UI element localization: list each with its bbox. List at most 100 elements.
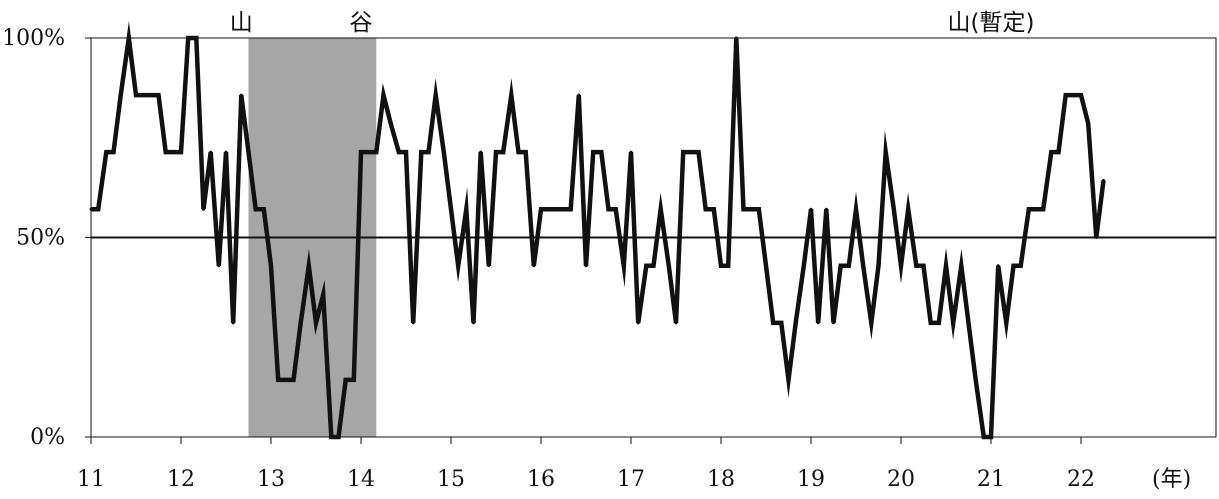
- data-point: [141, 93, 145, 97]
- data-point: [546, 207, 550, 211]
- data-point: [771, 321, 775, 325]
- y-tick-label: 50%: [16, 226, 65, 251]
- data-point: [802, 264, 806, 268]
- data-point: [681, 150, 685, 154]
- data-point: [1004, 321, 1008, 325]
- data-point: [1086, 121, 1090, 125]
- x-tick-label: 12: [167, 467, 195, 492]
- data-point: [1012, 264, 1015, 268]
- data-point: [899, 264, 903, 268]
- x-tick-label: 20: [887, 467, 915, 492]
- data-point: [314, 321, 318, 325]
- data-point: [449, 207, 453, 211]
- data-point: [157, 93, 160, 97]
- data-point: [764, 264, 768, 268]
- data-point: [119, 93, 123, 97]
- data-point: [674, 321, 678, 325]
- data-point: [599, 150, 603, 154]
- data-point: [659, 207, 663, 211]
- data-point: [906, 207, 910, 211]
- data-point: [134, 93, 138, 97]
- data-point: [344, 378, 348, 382]
- annotation-label: 山: [230, 10, 253, 36]
- data-point: [382, 93, 385, 97]
- data-point: [359, 150, 363, 154]
- data-point: [434, 93, 438, 97]
- data-point: [607, 207, 610, 211]
- data-point: [749, 207, 753, 211]
- data-point: [509, 93, 513, 97]
- data-point: [929, 321, 933, 325]
- data-point: [757, 207, 761, 211]
- x-tick-label: 15: [437, 467, 465, 492]
- data-point: [202, 207, 205, 211]
- data-point: [591, 150, 595, 154]
- data-point: [472, 321, 475, 325]
- data-point: [779, 321, 783, 325]
- data-point: [794, 321, 798, 325]
- data-point: [861, 264, 865, 268]
- data-point: [1019, 264, 1023, 268]
- data-point: [1027, 207, 1031, 211]
- data-point: [824, 207, 828, 211]
- data-point: [839, 264, 843, 268]
- data-point: [366, 150, 370, 154]
- data-point: [487, 264, 491, 268]
- data-point: [1049, 150, 1053, 154]
- data-point: [562, 207, 565, 211]
- data-point: [284, 378, 288, 382]
- data-point: [1079, 93, 1083, 97]
- data-point: [989, 435, 993, 439]
- data-point: [352, 378, 356, 382]
- data-point: [1064, 93, 1068, 97]
- data-point: [464, 207, 468, 211]
- data-point: [869, 321, 873, 325]
- data-point: [374, 150, 378, 154]
- data-point: [1072, 93, 1076, 97]
- data-point: [884, 150, 888, 154]
- data-point: [809, 207, 813, 211]
- data-point: [539, 207, 543, 211]
- data-point: [944, 264, 948, 268]
- data-point: [104, 150, 108, 154]
- data-point: [937, 321, 941, 325]
- data-point: [254, 207, 258, 211]
- data-point: [419, 150, 423, 154]
- data-point: [96, 207, 100, 211]
- data-point: [982, 435, 986, 439]
- data-point: [194, 36, 198, 40]
- data-point: [712, 207, 716, 211]
- data-point: [411, 321, 415, 325]
- data-point: [427, 150, 430, 154]
- data-point: [892, 207, 896, 211]
- data-point: [494, 150, 498, 154]
- data-point: [1034, 207, 1038, 211]
- data-point: [847, 264, 851, 268]
- data-point: [644, 264, 648, 268]
- y-tick-label: 0%: [30, 425, 65, 450]
- x-tick-label: 19: [797, 467, 825, 492]
- data-point: [172, 150, 176, 154]
- data-point: [951, 321, 955, 325]
- annotation-label: 山(暫定): [948, 10, 1035, 36]
- data-point: [734, 36, 738, 40]
- data-point: [337, 435, 340, 439]
- data-point: [329, 435, 333, 439]
- data-point: [816, 321, 820, 325]
- data-point: [854, 207, 858, 211]
- data-point: [1094, 236, 1098, 239]
- data-point: [389, 121, 393, 125]
- data-point: [584, 264, 588, 268]
- data-point: [614, 207, 618, 211]
- data-points: [89, 36, 1105, 439]
- data-point: [877, 264, 880, 268]
- data-point: [127, 36, 131, 40]
- x-axis: 11 12 13 14 15 16 17 18 19 20 21 22: [77, 437, 1095, 492]
- annotation-label: 谷: [350, 10, 373, 36]
- data-point: [832, 321, 835, 325]
- data-point: [186, 36, 190, 40]
- x-tick-label: 17: [617, 467, 645, 492]
- data-point: [231, 321, 235, 325]
- data-point: [479, 150, 483, 154]
